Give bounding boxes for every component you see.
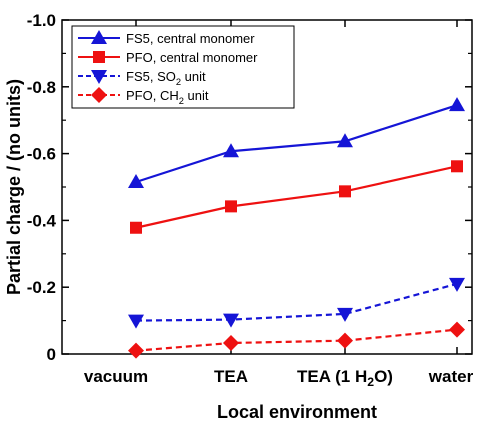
axes-text: 0 -0.2 -0.4 -0.6 -0.8 -1.0 vacuum TEA TEA (1 H2O… [4,11,474,422]
legend-label: FS5, SO2 unit [126,69,206,87]
legend-label: PFO, CH2 unit [126,88,209,106]
data-point [449,97,465,112]
series-line [135,104,458,184]
data-point [128,173,144,188]
series-4 [128,321,465,359]
series-1 [128,97,465,188]
legend-label: FS5, central monomer [126,31,255,46]
data-point [451,160,463,173]
x-tick-label: vacuum [84,367,148,386]
series-2 [130,160,463,234]
plot-area [61,19,473,355]
data-point [337,133,353,148]
y-axis-title: Partial charge / (no units) [4,79,24,295]
x-axis-title: Local environment [217,402,377,422]
x-tick-label: TEA [214,367,248,386]
y-tick-label: -0.6 [27,145,56,164]
data-point [449,321,465,338]
legend-label: PFO, central monomer [126,50,258,65]
y-tick-label: -0.8 [27,78,56,97]
data-point [223,143,239,158]
data-point [337,307,353,322]
y-tick-label: -0.4 [27,211,57,230]
legend-entry: FS5, SO2 unit [78,69,206,87]
legend-box [71,25,295,109]
series-line [135,282,458,322]
series-line [135,328,458,352]
y-tick-label: 0 [47,345,56,364]
legend-entry: FS5, central monomer [78,30,255,46]
legend-entry: PFO, central monomer [78,50,258,65]
data-point [337,332,353,349]
data-point [449,277,465,292]
data-point [130,221,142,234]
y-tick-label: -0.2 [27,278,56,297]
legend: FS5, central monomer PFO, central monomer… [71,25,295,109]
data-point [339,185,351,198]
data-point [223,313,239,328]
series-layer [128,97,465,359]
data-point [128,342,144,359]
series-3 [128,277,465,329]
data-point [128,314,144,329]
legend-marker [91,87,107,103]
x-tick-label: TEA (1 H2O) [297,367,393,389]
data-point [225,200,237,213]
legend-marker [91,70,107,84]
data-point [223,334,239,351]
x-tick-label: water [428,367,474,386]
legend-marker [93,51,105,63]
legend-marker [91,30,107,44]
y-tick-label: -1.0 [27,11,56,30]
series-line [135,165,458,229]
legend-entry: PFO, CH2 unit [78,87,209,106]
